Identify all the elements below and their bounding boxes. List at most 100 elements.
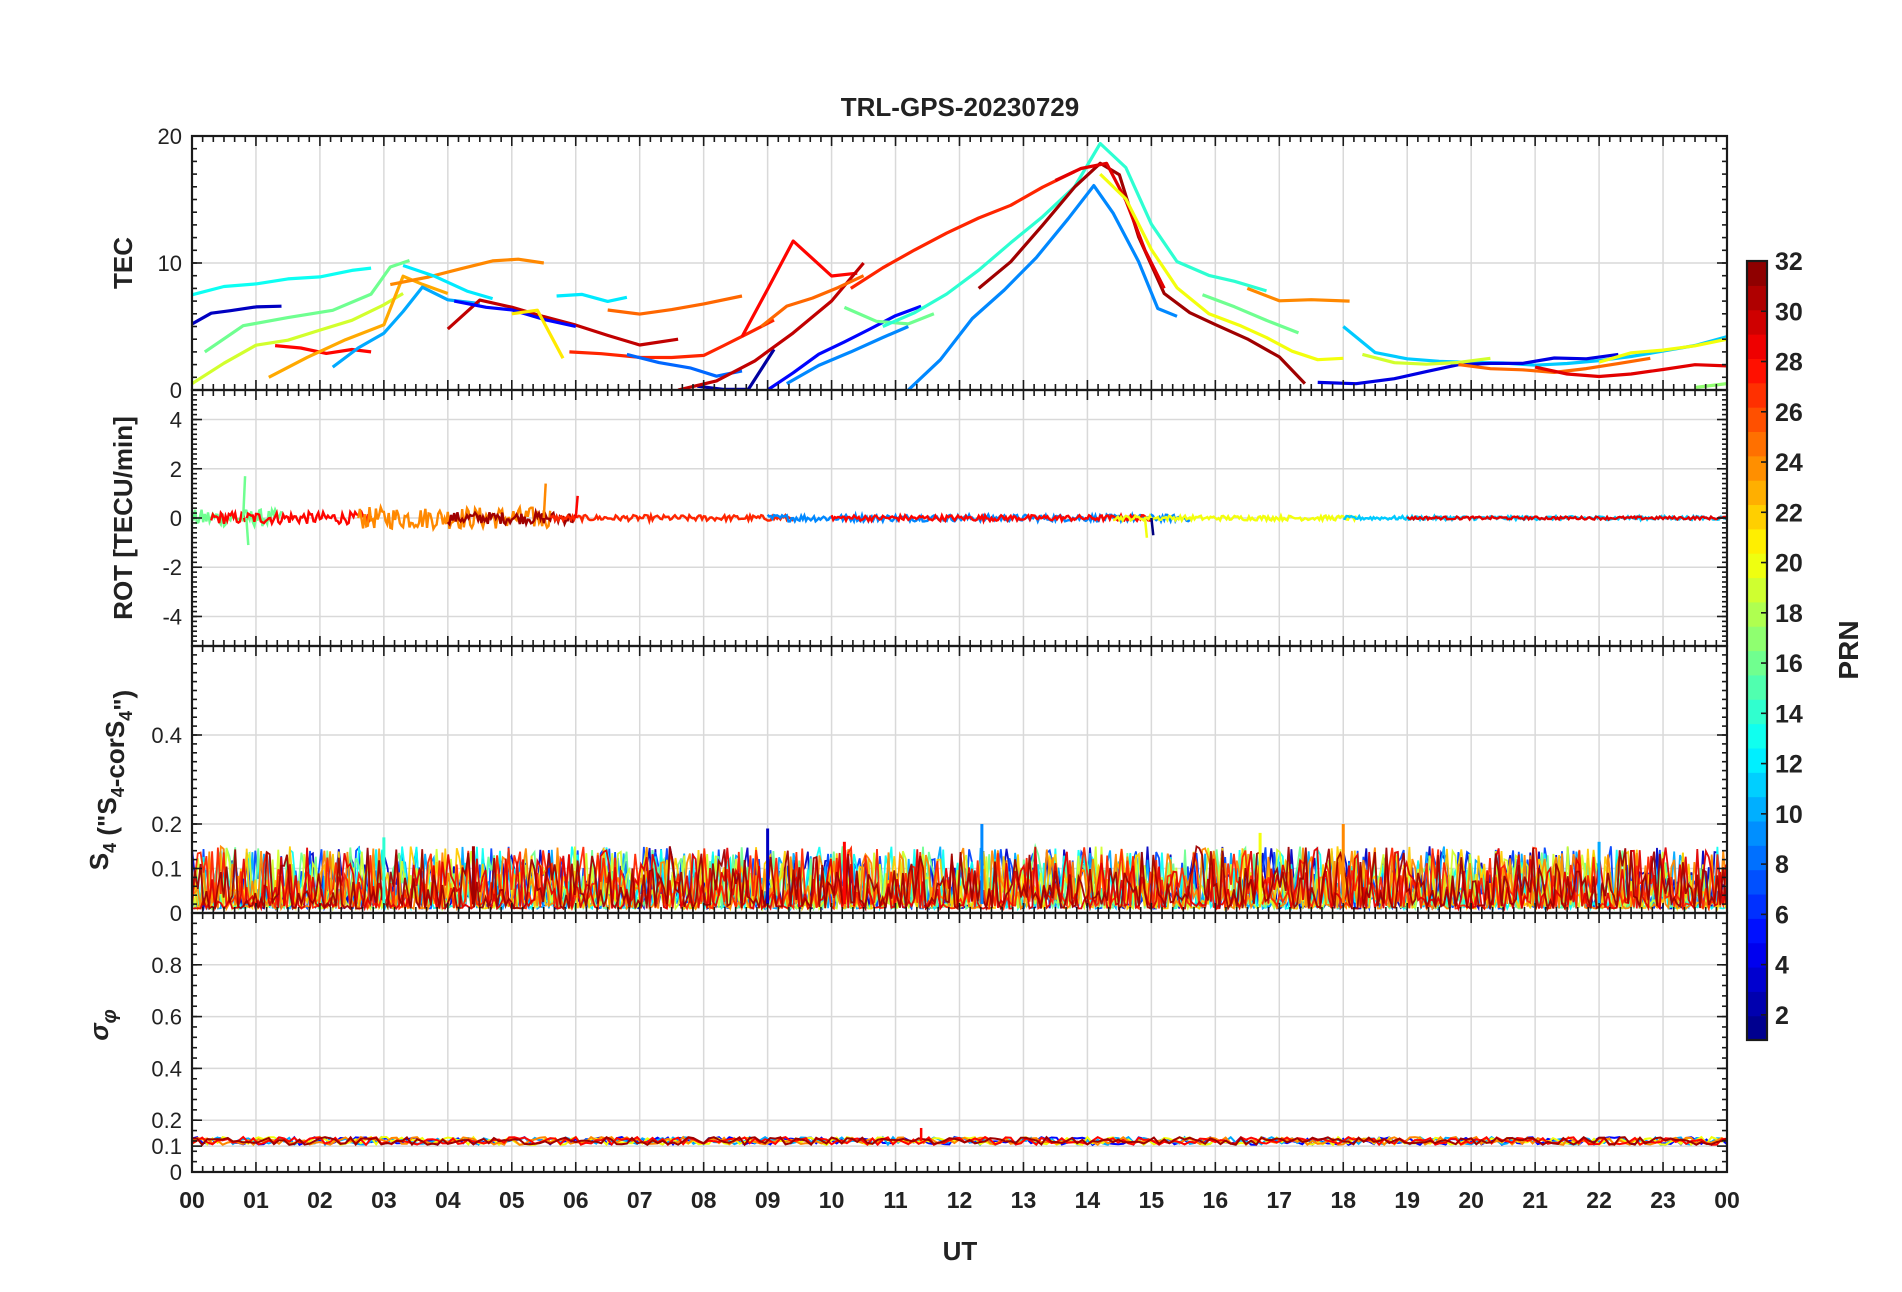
- x-tick-label: 16: [1203, 1187, 1229, 1213]
- colorbar-tick-label: 24: [1775, 449, 1803, 477]
- y-tick-label: 0: [170, 901, 182, 926]
- y-tick-label: 20: [158, 124, 182, 149]
- colorbar-tick-label: 14: [1775, 700, 1803, 728]
- tec-series-prn-20: [1598, 337, 1727, 364]
- colorbar-segment: [1747, 626, 1767, 652]
- colorbar-segment: [1747, 966, 1767, 992]
- tec-series-prn-16: [203, 258, 411, 354]
- x-tick-label: 11: [883, 1187, 908, 1213]
- rot-series-prn-27: [549, 511, 794, 526]
- y-axis-label: σφ: [84, 1009, 121, 1040]
- tec-series-prn-29: [1054, 161, 1166, 290]
- colorbar-segment: [1747, 407, 1767, 432]
- tec-series-prn-19: [192, 292, 404, 385]
- x-tick-label: 01: [243, 1187, 269, 1213]
- colorbar-segment: [1747, 504, 1767, 530]
- tec-series-prn-20: [1099, 172, 1344, 362]
- x-tick-label: 02: [307, 1187, 333, 1213]
- rot-series-prn-28: [830, 511, 1152, 525]
- y-axis-label: TEC: [108, 237, 138, 289]
- x-tick-label: 00: [1714, 1187, 1740, 1213]
- y-axis-label: S4 ("S4-corS4"): [84, 690, 138, 870]
- colorbar-tick-label: 32: [1775, 248, 1803, 276]
- x-tick-label: 12: [947, 1187, 973, 1213]
- tec-series-prn-14: [882, 141, 1267, 328]
- tec-series-prn-24: [389, 257, 545, 287]
- tec-series-prn-4: [1317, 352, 1619, 386]
- tec-series-prn-19: [1361, 352, 1491, 366]
- sigma-phi-panel: 00.10.2 0.4 0.6 0.8: [151, 911, 1729, 1185]
- rot-series-prn-24: [357, 502, 552, 533]
- rot-spike: [1143, 517, 1149, 538]
- colorbar-segment: [1747, 334, 1767, 359]
- grid: [191, 135, 1728, 391]
- colorbar-frame: [1745, 259, 1769, 1042]
- x-ticks: [191, 136, 1728, 390]
- tec-series-prn-9: [786, 325, 909, 385]
- plot-area: [192, 141, 1727, 390]
- colorbar-segment: [1747, 309, 1767, 335]
- colorbar-segment: [1747, 918, 1767, 944]
- y-tick-label: -2: [162, 555, 182, 580]
- x-tick-label: 14: [1075, 1187, 1101, 1213]
- y-tick-label: 2: [170, 457, 182, 482]
- y-tick-label: 0: [170, 378, 182, 403]
- colorbar-segment: [1747, 553, 1767, 579]
- x-tick-label: 09: [755, 1187, 781, 1213]
- y-ticks: -4 -2 0 2 4: [162, 389, 1727, 647]
- rot-series-prn-29: [1406, 514, 1727, 522]
- colorbar-tick-label: 16: [1775, 650, 1803, 678]
- tec-series-prn-23: [268, 274, 449, 379]
- y-tick-label: 0.4: [151, 1056, 182, 1081]
- y-tick-label: 0.1: [151, 1134, 182, 1159]
- y-axis-labels: TEC ROT [TECU/min] S4 ("S4-corS4") σφ: [84, 237, 138, 1041]
- colorbar-tick-label: 20: [1775, 550, 1803, 578]
- colorbar-tick-label: 26: [1775, 399, 1803, 427]
- colorbar-segment: [1747, 942, 1767, 968]
- x-tick-label: 19: [1394, 1187, 1420, 1213]
- y-tick-label: 10: [158, 251, 182, 276]
- colorbar-segment: [1747, 285, 1767, 311]
- colorbar-label: PRN: [1833, 620, 1864, 679]
- tec-series-prn-8: [626, 352, 743, 378]
- tec-series-prn-28: [740, 239, 858, 338]
- y-tick-label: 0: [170, 506, 182, 531]
- tec-series-prn-10: [331, 285, 480, 369]
- colorbar-segment: [1747, 869, 1767, 895]
- rot-series-prn-28: [210, 508, 373, 527]
- tec-series-prn-24: [1246, 286, 1350, 303]
- x-tick-label: 08: [691, 1187, 717, 1213]
- x-tick-label: 23: [1650, 1187, 1676, 1213]
- x-tick-label: 05: [499, 1187, 525, 1213]
- grid: [191, 913, 1728, 1173]
- tec-series-prn-21: [511, 308, 565, 360]
- y-tick-label: 0.4: [151, 723, 182, 748]
- colorbar-segment: [1747, 431, 1767, 457]
- tec-series-prn-17: [1694, 382, 1727, 390]
- tec-series-prn-12: [402, 263, 494, 301]
- rot-spike: [574, 495, 579, 519]
- x-axis-label: UT: [943, 1236, 978, 1266]
- tec-series-prn-29: [1534, 363, 1727, 379]
- colorbar-tick-label: 10: [1775, 801, 1803, 829]
- x-tick-label: 00: [179, 1187, 205, 1213]
- x-tick-label: 20: [1458, 1187, 1484, 1213]
- colorbar-segment: [1747, 893, 1767, 919]
- s4-panel: 0 0.1 0.2 0.4: [151, 644, 1729, 926]
- colorbar-segment: [1747, 480, 1767, 506]
- colorbar-tick-label: 18: [1775, 600, 1803, 628]
- colorbar-segment: [1747, 382, 1767, 408]
- colorbar-tick-label: 8: [1775, 851, 1789, 879]
- tec-series-prn-27: [849, 170, 1076, 290]
- tec-series-prn-12: [556, 292, 628, 303]
- y-tick-label: 0.2: [151, 812, 182, 837]
- tec-series-prn-25: [607, 294, 743, 316]
- tec-series-prn-13: [192, 266, 372, 297]
- colorbar-segment: [1747, 723, 1767, 749]
- y-ticks: 0 0.1 0.2 0.4: [151, 645, 1727, 926]
- y-tick-label: 4: [170, 408, 182, 433]
- y-tick-label: 0.6: [151, 1005, 182, 1030]
- colorbar-segment: [1747, 796, 1767, 822]
- tec-series-prn-5: [766, 304, 922, 390]
